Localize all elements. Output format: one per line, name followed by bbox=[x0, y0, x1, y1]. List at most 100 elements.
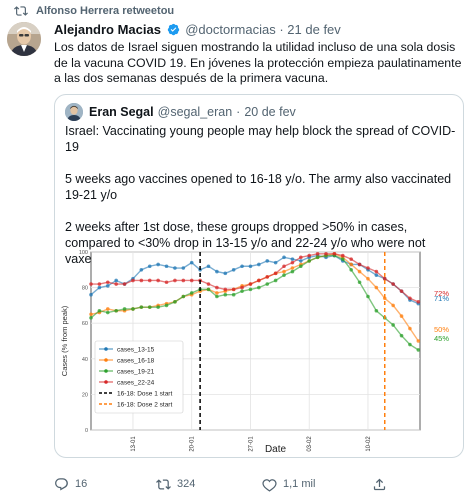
author-handle[interactable]: @doctormacias bbox=[185, 22, 276, 37]
y-tick-label: 60 bbox=[82, 321, 88, 327]
series-point bbox=[156, 262, 160, 267]
series-point bbox=[391, 303, 395, 308]
series-point bbox=[408, 296, 412, 301]
share-button[interactable] bbox=[372, 476, 393, 492]
series-point bbox=[89, 292, 93, 297]
legend-label: 16-18: Dose 2 start bbox=[117, 401, 172, 408]
like-button[interactable]: 1,1 mil bbox=[262, 476, 315, 492]
series-point bbox=[315, 251, 320, 256]
series-point bbox=[408, 326, 412, 331]
retweet-button[interactable]: 324 bbox=[156, 476, 195, 492]
series-point bbox=[173, 266, 177, 270]
like-count: 1,1 mil bbox=[283, 478, 316, 490]
series-point bbox=[189, 278, 194, 283]
retweet-action-icon bbox=[156, 478, 171, 490]
quote-avatar-image bbox=[65, 103, 83, 121]
series-point bbox=[265, 275, 270, 279]
legend-marker bbox=[104, 369, 108, 373]
quote-date: 20 de fev bbox=[244, 105, 296, 119]
retweet-count: 324 bbox=[177, 478, 196, 490]
series-point bbox=[357, 280, 362, 285]
series-point bbox=[189, 291, 194, 295]
series-end-label: 72% bbox=[434, 289, 449, 298]
series-point bbox=[215, 294, 219, 299]
tweet-date[interactable]: 21 de fev bbox=[287, 22, 341, 37]
series-point bbox=[273, 271, 278, 276]
series-point bbox=[164, 280, 169, 285]
series-point bbox=[139, 268, 144, 272]
series-point bbox=[122, 307, 127, 311]
tweet-text: Los datos de Israel siguen mostrando la … bbox=[54, 40, 462, 85]
author-name[interactable]: Alejandro Macias bbox=[54, 22, 161, 37]
y-tick-label: 0 bbox=[85, 428, 88, 434]
quote-tweet-card[interactable]: Eran Segal @segal_eran · 20 de fev Israe… bbox=[54, 94, 464, 458]
series-point bbox=[399, 314, 404, 318]
series-point bbox=[240, 285, 244, 290]
quote-author-avatar bbox=[65, 103, 83, 121]
quote-paragraph: Israel: Vaccinating young people may hel… bbox=[65, 124, 456, 154]
series-point bbox=[231, 292, 236, 297]
series-point bbox=[282, 273, 286, 277]
share-icon bbox=[373, 478, 386, 490]
series-point bbox=[408, 342, 412, 347]
series-point bbox=[307, 259, 312, 263]
quote-author-name: Eran Segal bbox=[89, 105, 154, 119]
series-point bbox=[156, 278, 160, 283]
series-point bbox=[299, 264, 303, 269]
series-point bbox=[340, 257, 345, 261]
series-point bbox=[265, 259, 270, 263]
series-point bbox=[97, 308, 102, 313]
author-avatar[interactable] bbox=[7, 22, 41, 56]
series-point bbox=[147, 305, 152, 309]
cases-line-chart: 0 20 40 60 80 100 13-01 20-01 27-01 03-02 10-02 Cas… bbox=[60, 250, 449, 455]
series-point bbox=[114, 308, 118, 313]
series-point bbox=[240, 264, 244, 269]
legend-label: cases_13-15 bbox=[117, 346, 155, 353]
series-point bbox=[105, 284, 110, 288]
legend-marker bbox=[104, 358, 108, 362]
series-point bbox=[189, 260, 194, 265]
series-point bbox=[122, 282, 127, 286]
series-point bbox=[349, 257, 353, 261]
x-tick-label: 13-01 bbox=[131, 436, 137, 452]
y-tick-label: 20 bbox=[82, 392, 88, 398]
series-point bbox=[223, 292, 228, 297]
series-point bbox=[223, 287, 228, 292]
reply-button[interactable]: 16 bbox=[54, 476, 87, 492]
series-point bbox=[105, 307, 110, 311]
series-point bbox=[181, 294, 186, 299]
series-point bbox=[257, 278, 261, 283]
series-point bbox=[366, 276, 370, 281]
series-line bbox=[90, 254, 419, 305]
series-point bbox=[382, 276, 387, 281]
series-point bbox=[147, 278, 152, 283]
series-point bbox=[131, 307, 135, 311]
series-point bbox=[131, 278, 135, 283]
series-end-label: 50% bbox=[434, 325, 449, 334]
series-point bbox=[391, 323, 395, 327]
series-point bbox=[164, 303, 169, 308]
series-point bbox=[315, 255, 320, 260]
series-point bbox=[357, 269, 362, 274]
series-point bbox=[89, 316, 93, 320]
y-tick-label: 80 bbox=[82, 286, 88, 292]
quote-paragraph: 5 weeks ago vaccines opened to 16-18 y/o… bbox=[65, 172, 452, 202]
series-point bbox=[248, 282, 253, 286]
reply-icon bbox=[55, 477, 68, 490]
retweet-indicator: Alfonso Herrera retweetou bbox=[14, 4, 174, 18]
series-point bbox=[349, 268, 353, 272]
series-point bbox=[97, 285, 102, 290]
quote-header-separator: · bbox=[236, 105, 241, 119]
legend-label: cases_16-18 bbox=[117, 357, 155, 364]
series-point bbox=[215, 291, 219, 295]
chart-legend: cases_13-15 cases_16-18 cases_19-21 cases_2… bbox=[94, 340, 184, 414]
series-point bbox=[416, 300, 421, 304]
series-point bbox=[273, 260, 278, 265]
tweet-action-bar: 16 324 1,1 mil bbox=[54, 476, 464, 492]
series-point bbox=[164, 264, 169, 269]
author-avatar-image bbox=[7, 22, 41, 56]
series-point bbox=[290, 260, 295, 265]
series-point bbox=[382, 296, 387, 301]
legend-label: cases_22-24 bbox=[117, 379, 155, 386]
series-point bbox=[206, 287, 211, 292]
